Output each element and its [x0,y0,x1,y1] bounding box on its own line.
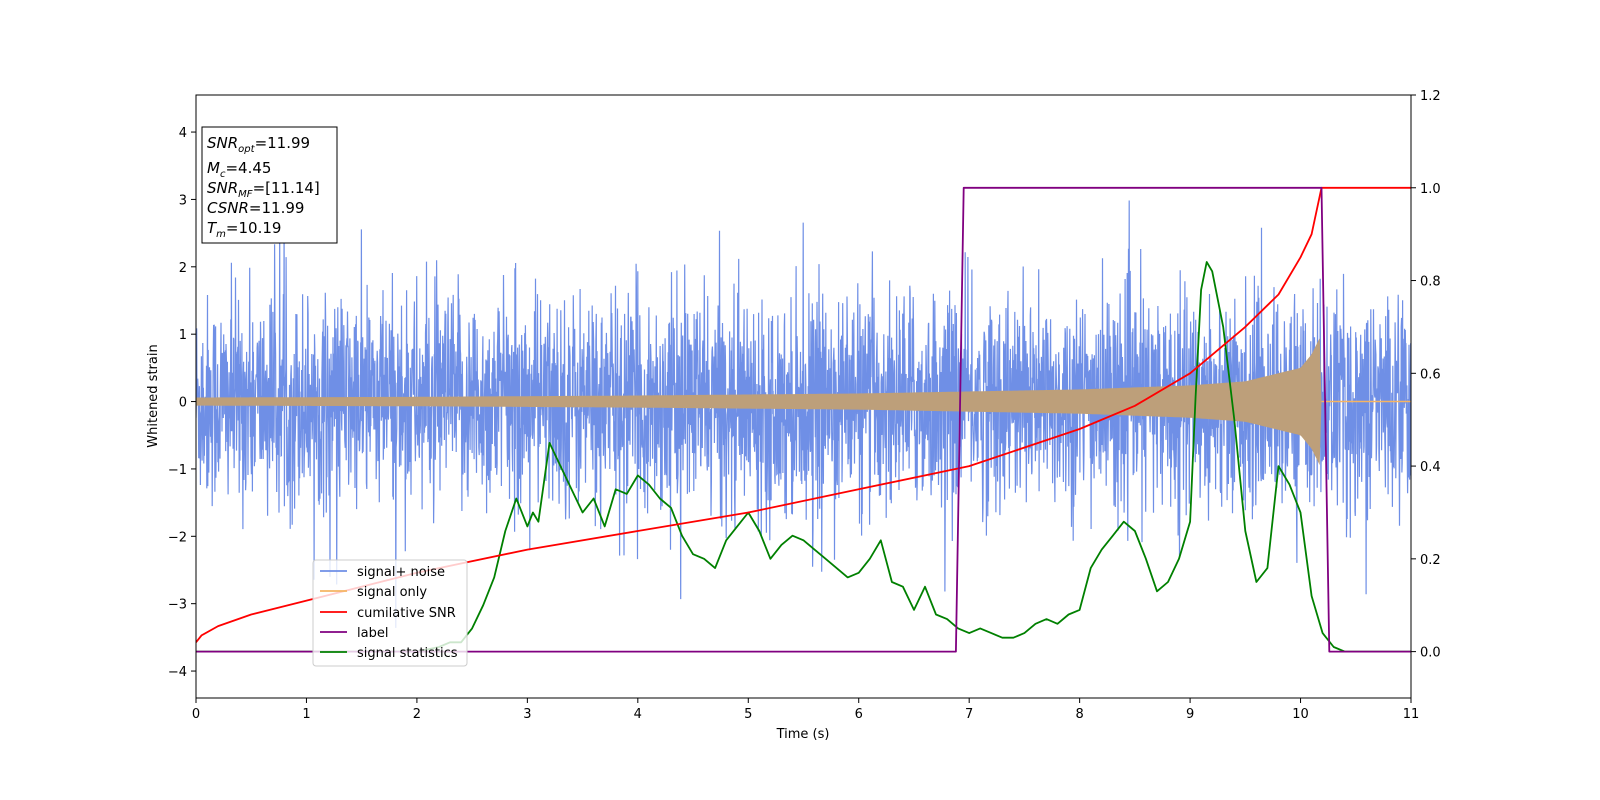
legend-frame [312,559,468,667]
x-axis: 0 1 2 3 4 5 6 7 8 9 10 11 [192,698,1419,722]
plot-frame [195,94,1412,699]
cumulative-snr-line [196,186,1411,643]
legend: signal+ noise signal only cumilative SNR… [312,559,468,667]
x-tick-label: 11 [1403,707,1420,722]
y-tick-label: −3 [168,598,187,613]
right-axis-series [196,186,1411,653]
x-tick-label: 8 [1075,707,1083,722]
y2-tick-label: 0.0 [1420,646,1441,661]
y2-tick-label: 0.8 [1420,275,1441,290]
annotation-snr-mf: SNRMF=[11.14] [207,179,320,200]
y2-tick-label: 0.2 [1420,553,1441,568]
y-tick-label: 0 [179,396,187,411]
legend-label-label: label [357,626,388,641]
x-tick-label: 0 [192,707,200,722]
x-tick-label: 1 [302,707,310,722]
annotation-csnr: CSNR=11.99 [207,199,304,217]
label-line [196,186,1411,653]
y2-tick-label: 1.0 [1420,182,1441,197]
signal-only-series [196,338,1411,466]
y-tick-label: −1 [168,463,187,478]
x-tick-label: 9 [1186,707,1194,722]
annotation-tm: Tm=10.19 [207,219,281,240]
annotation-snr-opt: SNRopt=11.99 [207,134,310,155]
x-axis-label: Time (s) [776,727,830,742]
legend-label-noise: signal+ noise [357,565,445,580]
annotation-mc: Mc=4.45 [207,159,271,180]
x-tick-label: 10 [1292,707,1309,722]
y-axis-left: −4 −3 −2 −1 0 1 2 3 4 [168,126,196,680]
x-tick-label: 6 [855,707,863,722]
y-tick-label: −4 [168,665,187,680]
y-tick-label: 1 [179,328,187,343]
x-tick-label: 4 [634,707,642,722]
y2-tick-label: 0.6 [1420,367,1441,382]
y-tick-label: −2 [168,530,187,545]
y-axis-label: Whitened strain [146,344,161,447]
signal-only-band [196,338,1322,466]
x-tick-label: 7 [965,707,973,722]
annotation-box-frame [201,126,338,244]
annotation-box: SNRopt=11.99 Mc=4.45 SNRMF=[11.14] CSNR=… [201,126,338,244]
signal-statistics-line [196,261,1411,653]
x-tick-label: 5 [744,707,752,722]
legend-label-snr: cumilative SNR [357,606,456,621]
y2-tick-label: 1.2 [1420,89,1441,104]
x-tick-label: 2 [413,707,421,722]
legend-label-stat: signal statistics [357,646,458,661]
y-tick-label: 3 [179,193,187,208]
y-tick-label: 2 [179,261,187,276]
x-tick-label: 3 [523,707,531,722]
legend-label-signal: signal only [357,585,427,600]
y2-tick-label: 0.4 [1420,460,1441,475]
y-tick-label: 4 [179,126,187,141]
y-axis-right: 0.0 0.2 0.4 0.6 0.8 1.0 1.2 [1411,89,1441,661]
